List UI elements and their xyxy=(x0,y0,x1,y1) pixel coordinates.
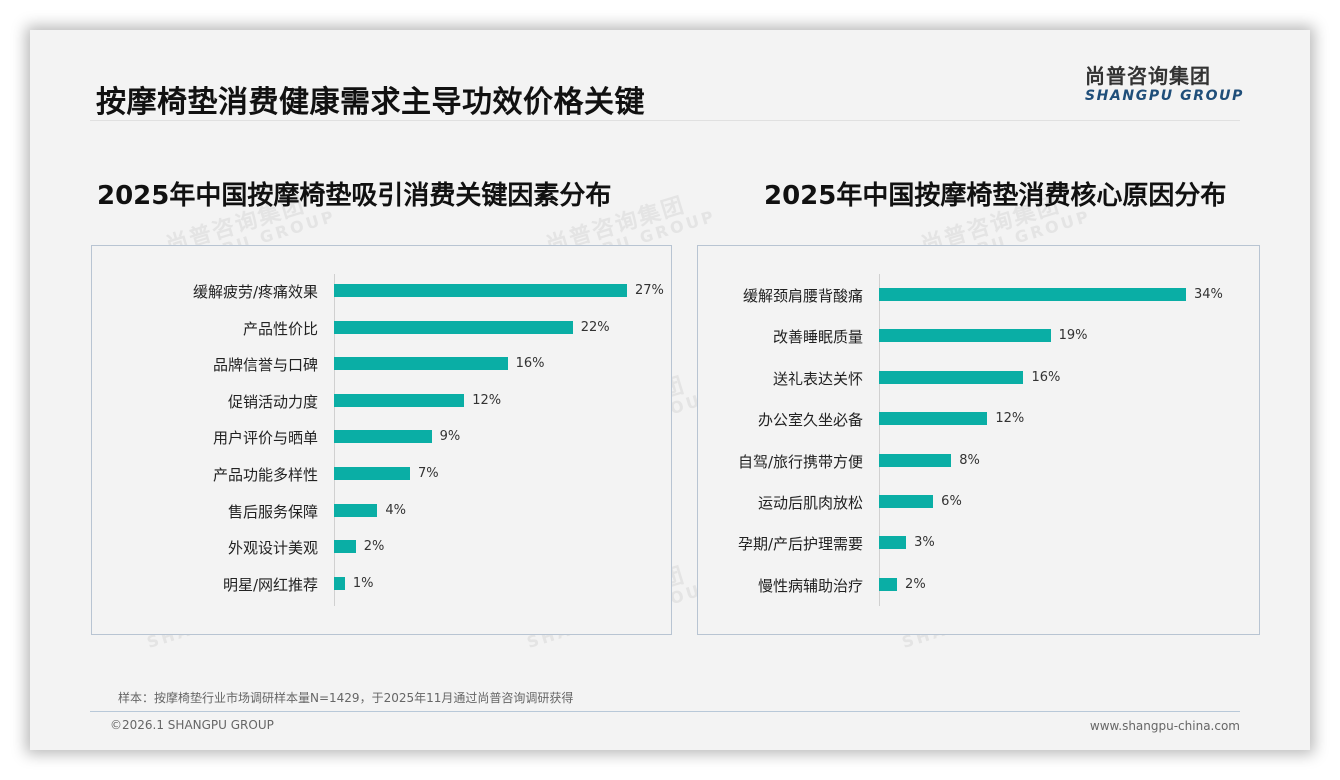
bar xyxy=(879,453,952,467)
website-link[interactable]: www.shangpu-china.com xyxy=(1089,719,1240,733)
bar-label: 外观设计美观 xyxy=(227,539,318,558)
bar-row: 慢性病辅助治疗 2% xyxy=(698,573,1259,597)
bar-value-label: 27% xyxy=(634,283,664,298)
right-chart-title: 2025年中国按摩椅垫消费核心原因分布 xyxy=(764,181,1227,211)
bar-row: 改善睡眠质量 19% xyxy=(698,324,1259,348)
bar-row: 产品性价比 22% xyxy=(92,316,671,340)
copyright: ©2026.1 SHANGPU GROUP xyxy=(110,718,274,732)
bar xyxy=(334,540,356,554)
bar-label: 自驾/旅行携带方便 xyxy=(737,452,863,471)
bar-label: 送礼表达关怀 xyxy=(772,369,863,388)
bar-label: 改善睡眠质量 xyxy=(772,328,863,347)
bar-label: 慢性病辅助治疗 xyxy=(757,576,863,595)
right-chart-axis xyxy=(879,274,880,606)
left-chart-panel: 缓解疲劳/疼痛效果 27% 产品性价比 22% 品牌信誉与口碑 16% 促销活动力度 12% 用… xyxy=(91,245,672,635)
bar-row: 用户评价与晒单 9% xyxy=(92,425,671,449)
bar-row: 产品功能多样性 7% xyxy=(92,462,671,486)
bar xyxy=(334,430,432,444)
bar xyxy=(334,320,573,334)
bar-value-label: 1% xyxy=(352,575,374,591)
bar-row: 品牌信誉与口碑 16% xyxy=(92,352,671,376)
bar-label: 明星/网红推荐 xyxy=(222,575,318,594)
bar-value-label: 4% xyxy=(385,502,407,518)
right-chart-panel: 缓解颈肩腰背酸痛 34% 改善睡眠质量 19% 送礼表达关怀 16% 办公室久坐必备 12% 自… xyxy=(697,245,1260,635)
bar-value-label: 19% xyxy=(1058,328,1088,344)
bar xyxy=(879,370,1024,384)
sample-note: 样本：按摩椅垫行业市场调研样本量N=1429，于2025年11月通过尚普咨询调研… xyxy=(118,691,574,705)
bar xyxy=(879,495,934,508)
bar-row: 孕期/产后护理需要 3% xyxy=(698,531,1259,555)
bar-value-label: 16% xyxy=(515,356,545,372)
bar xyxy=(334,467,410,480)
bar-value-label: 9% xyxy=(439,429,461,445)
bar-row: 缓解疲劳/疼痛效果 27% xyxy=(92,279,671,303)
bar-value-label: 22% xyxy=(580,319,610,335)
page-title: 按摩椅垫消费健康需求主导功效价格关键 xyxy=(96,85,645,120)
header-divider xyxy=(90,120,1240,121)
bar-row: 办公室久坐必备 12% xyxy=(698,407,1259,431)
bar xyxy=(334,576,345,590)
bar-row: 外观设计美观 2% xyxy=(92,535,671,559)
bar-label: 运动后肌肉放松 xyxy=(757,494,863,512)
bar xyxy=(879,412,988,426)
footer-divider xyxy=(90,711,1240,712)
bar xyxy=(334,503,378,517)
bar xyxy=(879,329,1051,343)
bar-value-label: 6% xyxy=(941,494,962,509)
bar-value-label: 12% xyxy=(995,411,1025,427)
bar-label: 缓解疲劳/疼痛效果 xyxy=(192,283,318,301)
bar-value-label: 34% xyxy=(1194,287,1223,302)
bar-row: 缓解颈肩腰背酸痛 34% xyxy=(698,283,1259,307)
bar-row: 自驾/旅行携带方便 8% xyxy=(698,449,1259,473)
bar-value-label: 12% xyxy=(472,392,502,408)
bar xyxy=(879,288,1187,301)
bar xyxy=(334,284,627,297)
bar-label: 产品功能多样性 xyxy=(212,466,318,484)
brand-logo: 尚普咨询集团 SHANGPU GROUP xyxy=(1085,64,1245,104)
bar-label: 促销活动力度 xyxy=(227,392,318,411)
bar-label: 缓解颈肩腰背酸痛 xyxy=(742,287,863,305)
bar-value-label: 3% xyxy=(914,535,935,551)
bar xyxy=(879,536,907,550)
logo-english: SHANGPU GROUP xyxy=(1085,88,1244,104)
bar-row: 运动后肌肉放松 6% xyxy=(698,490,1259,514)
bar-row: 送礼表达关怀 16% xyxy=(698,366,1259,390)
bar-value-label: 8% xyxy=(959,452,980,468)
bar-row: 明星/网红推荐 1% xyxy=(92,572,671,596)
bar-label: 品牌信誉与口碑 xyxy=(212,356,318,375)
bar xyxy=(879,577,898,591)
bar-label: 用户评价与晒单 xyxy=(212,429,318,448)
slide: 按摩椅垫消费健康需求主导功效价格关键 尚普咨询集团 SHANGPU GROUP … xyxy=(30,30,1310,750)
bar-label: 售后服务保障 xyxy=(227,502,318,521)
logo-chinese: 尚普咨询集团 xyxy=(1085,64,1211,88)
bar-value-label: 2% xyxy=(905,576,926,592)
bar-label: 办公室久坐必备 xyxy=(757,411,863,430)
bar-value-label: 2% xyxy=(363,539,385,555)
bar-label: 孕期/产后护理需要 xyxy=(737,535,863,554)
bar-row: 售后服务保障 4% xyxy=(92,499,671,523)
bar xyxy=(334,393,465,407)
bar-value-label: 16% xyxy=(1031,369,1061,385)
bar-value-label: 7% xyxy=(417,466,439,481)
left-chart-title: 2025年中国按摩椅垫吸引消费关键因素分布 xyxy=(97,181,612,211)
bar-label: 产品性价比 xyxy=(242,319,318,338)
bar-row: 促销活动力度 12% xyxy=(92,389,671,413)
bar xyxy=(334,357,508,371)
